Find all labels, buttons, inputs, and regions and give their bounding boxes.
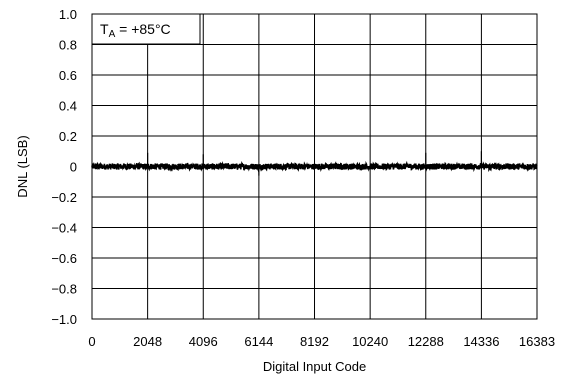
annotation-main: T: [100, 21, 109, 37]
x-tick-label: 0: [88, 334, 95, 349]
y-tick-label: 1.0: [59, 7, 77, 22]
annotation-box: [91, 13, 201, 45]
y-axis-ticks: 1.0 0.8 0.6 0.4 0.2 0 −0.2 −0.4 −0.6 −0.8 −1.0: [51, 7, 77, 327]
x-axis-ticks: 0 2048 4096 6144 8192 10240 12288 14336 16383: [88, 334, 555, 349]
x-axis-title: Digital Input Code: [263, 359, 366, 374]
y-tick-label: −1.0: [51, 312, 77, 327]
annotation-rest: = +85°C: [115, 21, 170, 37]
annotation-text: TA = +85°C: [100, 21, 171, 40]
plot-frame: [91, 13, 538, 320]
x-tick-label: 4096: [189, 334, 218, 349]
x-tick-label: 8192: [300, 334, 329, 349]
y-tick-label: 0.2: [59, 129, 77, 144]
annotation-subscript: A: [109, 29, 116, 40]
x-tick-label: 12288: [408, 334, 444, 349]
x-tick-label: 6144: [244, 334, 273, 349]
y-tick-label: 0.6: [59, 68, 77, 83]
y-tick-label: −0.6: [51, 251, 77, 266]
y-tick-label: 0.8: [59, 38, 77, 53]
y-tick-label: 0: [70, 160, 77, 175]
dnl-trace: [91, 160, 538, 173]
y-tick-label: 0.4: [59, 99, 77, 114]
y-axis-title: DNL (LSB): [15, 135, 30, 197]
x-tick-label: 10240: [352, 334, 388, 349]
y-tick-label: −0.2: [51, 190, 77, 205]
x-tick-label: 14336: [463, 334, 499, 349]
dnl-series-layer: [91, 151, 538, 176]
y-tick-label: −0.8: [51, 282, 77, 297]
temperature-annotation: TA = +85°C: [91, 13, 201, 45]
x-tick-label: 2048: [133, 334, 162, 349]
x-tick-label: 16383: [519, 334, 555, 349]
y-tick-label: −0.4: [51, 221, 77, 236]
